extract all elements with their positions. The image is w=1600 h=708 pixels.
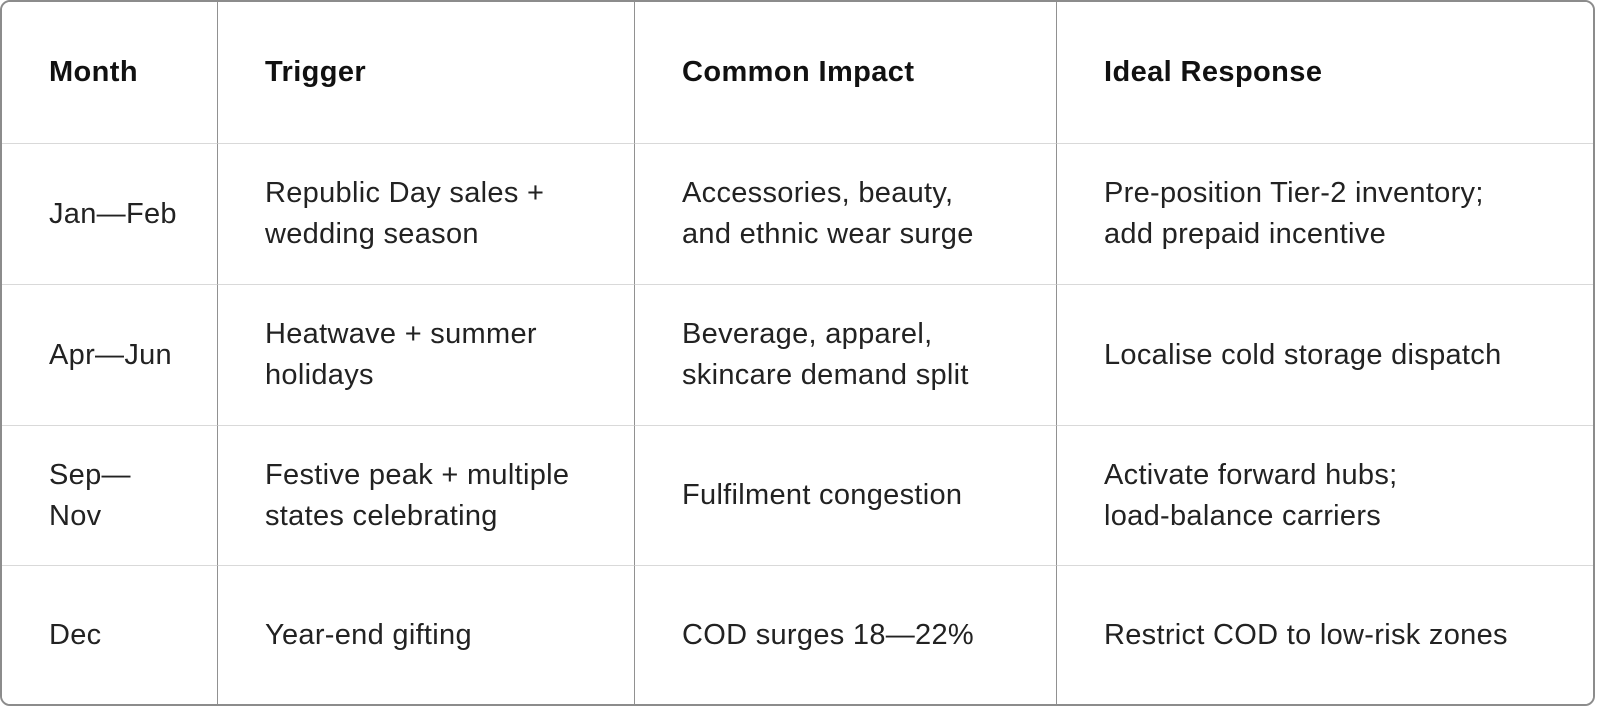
cell-trigger: Republic Day sales + wedding season bbox=[218, 144, 635, 285]
header-cell-month: Month bbox=[2, 2, 218, 144]
cell-month: Apr—Jun bbox=[2, 285, 218, 426]
cell-common-impact: Beverage, apparel, skincare demand split bbox=[635, 285, 1057, 426]
cell-common-impact: COD surges 18—22% bbox=[635, 566, 1057, 704]
header-cell-common-impact: Common Impact bbox=[635, 2, 1057, 144]
header-cell-ideal-response: Ideal Response bbox=[1057, 2, 1593, 144]
cell-month: Sep—Nov bbox=[2, 426, 218, 566]
cell-ideal-response: Pre-position Tier-2 inventory; add prepa… bbox=[1057, 144, 1593, 285]
cell-ideal-response: Localise cold storage dispatch bbox=[1057, 285, 1593, 426]
cell-ideal-response: Activate forward hubs; load-balance carr… bbox=[1057, 426, 1593, 566]
cell-trigger: Heatwave + summer holidays bbox=[218, 285, 635, 426]
cell-common-impact: Fulfilment congestion bbox=[635, 426, 1057, 566]
cell-trigger: Festive peak + multiple states celebrati… bbox=[218, 426, 635, 566]
cell-trigger: Year-end gifting bbox=[218, 566, 635, 704]
header-cell-trigger: Trigger bbox=[218, 2, 635, 144]
cell-month: Jan—Feb bbox=[2, 144, 218, 285]
cell-common-impact: Accessories, beauty, and ethnic wear sur… bbox=[635, 144, 1057, 285]
cell-ideal-response: Restrict COD to low-risk zones bbox=[1057, 566, 1593, 704]
cell-month: Dec bbox=[2, 566, 218, 704]
